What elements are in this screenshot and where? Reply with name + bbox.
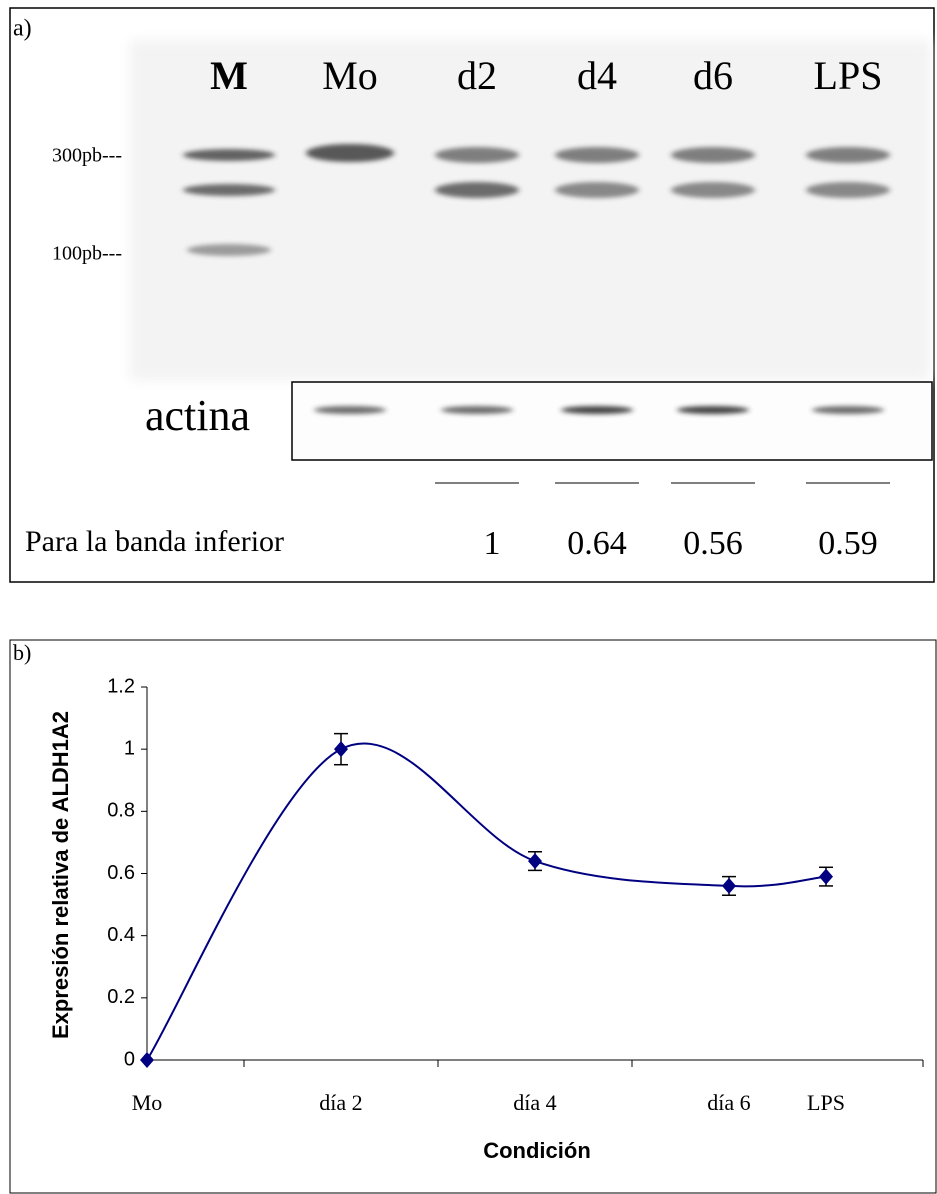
panel-label: b)	[13, 640, 31, 665]
y-tick-label: 1.2	[107, 675, 135, 697]
band	[435, 182, 519, 198]
y-tick-label: 0.2	[107, 986, 135, 1008]
band	[671, 182, 755, 198]
band	[187, 244, 271, 256]
band	[806, 182, 890, 198]
band	[183, 184, 275, 196]
x-axis-label: Condición	[483, 1138, 591, 1163]
lane-label: M	[210, 53, 248, 98]
size-marker: 300pb---	[52, 145, 122, 167]
band	[183, 149, 275, 161]
ratio-value: 0.59	[818, 525, 878, 562]
lane-label: d4	[577, 53, 617, 98]
band	[561, 406, 633, 414]
band	[314, 406, 386, 414]
lane-label: d2	[457, 53, 497, 98]
panel-label: a)	[13, 16, 32, 42]
band	[435, 147, 519, 163]
x-tick-label: día 2	[319, 1090, 362, 1115]
y-tick-label: 0	[124, 1048, 135, 1070]
ratio-value: 0.56	[683, 525, 743, 562]
ratio-label: Para la banda inferior	[25, 525, 284, 558]
control-label: actina	[145, 391, 250, 440]
x-tick-label: día 4	[513, 1090, 556, 1115]
band	[555, 182, 639, 198]
x-tick-label: LPS	[807, 1090, 845, 1115]
band	[806, 147, 890, 163]
actin-box	[292, 382, 932, 460]
lane-label: LPS	[814, 53, 883, 98]
band	[555, 147, 639, 163]
y-tick-label: 0.4	[107, 924, 135, 946]
y-tick-label: 0.8	[107, 800, 135, 822]
band	[306, 144, 394, 162]
x-tick-label: día 6	[707, 1090, 750, 1115]
y-tick-label: 1	[124, 737, 135, 759]
size-marker: 100pb---	[52, 243, 122, 265]
band	[812, 406, 884, 414]
band	[441, 406, 513, 414]
band	[671, 147, 755, 163]
band	[677, 406, 749, 414]
ratio-value: 0.64	[567, 525, 627, 562]
lane-label: d6	[693, 53, 733, 98]
lane-label: Mo	[322, 53, 378, 98]
ratio-value: 1	[484, 525, 501, 562]
figure: a) actina Para la banda inferior M Mo d2 d4…	[0, 0, 937, 1194]
gel	[130, 40, 930, 380]
y-tick-label: 0.6	[107, 862, 135, 884]
x-tick-label: Mo	[132, 1090, 163, 1115]
y-axis-label: Expresión relativa de ALDH1A2	[48, 711, 73, 1039]
